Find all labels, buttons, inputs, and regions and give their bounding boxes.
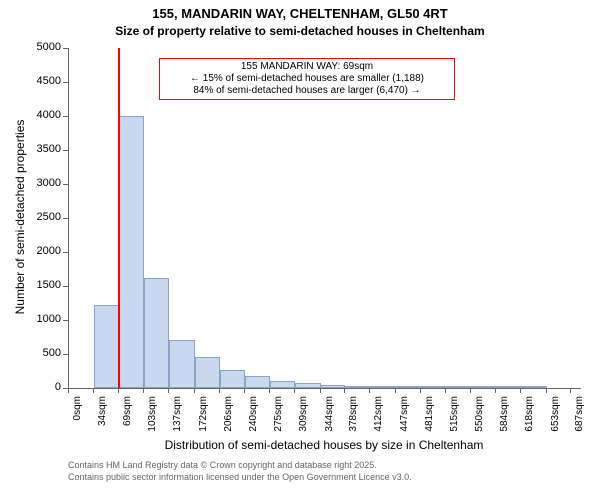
plot-area: 155 MANDARIN WAY: 69sqm ← 15% of semi-de… [68, 48, 581, 389]
annotation-line3: 84% of semi-detached houses are larger (… [166, 85, 448, 97]
x-tick-label: 515sqm [449, 396, 460, 442]
y-tick-mark [63, 354, 68, 355]
property-size-chart: 155, MANDARIN WAY, CHELTENHAM, GL50 4RT … [0, 0, 600, 500]
histogram-bar [370, 386, 396, 388]
histogram-bar [295, 383, 321, 388]
x-tick-label: 447sqm [399, 396, 410, 442]
y-tick-label: 1500 [23, 279, 61, 291]
y-tick-mark [63, 320, 68, 321]
x-tick-mark [168, 388, 169, 393]
x-tick-label: 275sqm [273, 396, 284, 442]
x-tick-mark [546, 388, 547, 393]
x-tick-mark [470, 388, 471, 393]
x-tick-label: 584sqm [499, 396, 510, 442]
annotation-box: 155 MANDARIN WAY: 69sqm ← 15% of semi-de… [159, 58, 455, 100]
histogram-bar [496, 386, 521, 388]
x-tick-label: 653sqm [550, 396, 561, 442]
x-tick-label: 481sqm [424, 396, 435, 442]
x-tick-label: 69sqm [122, 396, 133, 442]
histogram-bar [245, 376, 271, 388]
y-tick-mark [63, 116, 68, 117]
attribution-line1: Contains HM Land Registry data © Crown c… [68, 460, 412, 472]
x-tick-mark [68, 388, 69, 393]
y-tick-mark [63, 82, 68, 83]
y-tick-mark [63, 252, 68, 253]
y-tick-label: 3500 [23, 143, 61, 155]
x-tick-label: 103sqm [147, 396, 158, 442]
x-tick-label: 378sqm [348, 396, 359, 442]
x-tick-label: 687sqm [574, 396, 585, 442]
histogram-bar [270, 381, 295, 388]
y-tick-mark [63, 48, 68, 49]
x-tick-mark [495, 388, 496, 393]
histogram-bar [345, 386, 370, 388]
histogram-bar [421, 386, 446, 388]
y-tick-label: 2000 [23, 245, 61, 257]
histogram-bar [195, 357, 220, 388]
x-tick-label: 34sqm [97, 396, 108, 442]
x-tick-mark [369, 388, 370, 393]
y-tick-label: 1000 [23, 313, 61, 325]
y-tick-mark [63, 150, 68, 151]
x-tick-mark [118, 388, 119, 393]
histogram-bar [94, 305, 120, 388]
x-tick-label: 309sqm [298, 396, 309, 442]
histogram-bar [169, 340, 195, 388]
x-tick-mark [93, 388, 94, 393]
y-tick-mark [63, 218, 68, 219]
x-tick-label: 550sqm [474, 396, 485, 442]
property-marker-line [118, 48, 120, 388]
y-tick-label: 5000 [23, 41, 61, 53]
y-tick-mark [63, 184, 68, 185]
histogram-bar [446, 386, 472, 388]
x-tick-label: 618sqm [524, 396, 535, 442]
y-tick-label: 4500 [23, 75, 61, 87]
x-tick-mark [294, 388, 295, 393]
histogram-bar [144, 278, 169, 388]
histogram-bar [521, 386, 547, 388]
x-tick-label: 172sqm [198, 396, 209, 442]
y-tick-mark [63, 286, 68, 287]
y-tick-label: 0 [23, 381, 61, 393]
histogram-bar [471, 386, 496, 388]
x-tick-label: 412sqm [373, 396, 384, 442]
x-tick-mark [570, 388, 571, 393]
x-tick-label: 240sqm [248, 396, 259, 442]
x-tick-mark [269, 388, 270, 393]
x-tick-label: 0sqm [72, 396, 83, 442]
x-tick-mark [244, 388, 245, 393]
x-tick-mark [320, 388, 321, 393]
x-tick-label: 344sqm [324, 396, 335, 442]
x-tick-mark [344, 388, 345, 393]
attribution-text: Contains HM Land Registry data © Crown c… [68, 460, 412, 483]
chart-title-sub: Size of property relative to semi-detach… [0, 24, 600, 38]
y-tick-label: 2500 [23, 211, 61, 223]
x-tick-label: 137sqm [172, 396, 183, 442]
x-tick-mark [520, 388, 521, 393]
y-tick-label: 4000 [23, 109, 61, 121]
y-tick-label: 500 [23, 347, 61, 359]
x-tick-mark [143, 388, 144, 393]
histogram-bar [119, 116, 144, 388]
x-tick-label: 206sqm [223, 396, 234, 442]
x-tick-mark [420, 388, 421, 393]
x-tick-mark [445, 388, 446, 393]
histogram-bar [321, 385, 346, 388]
x-tick-mark [219, 388, 220, 393]
annotation-line1: 155 MANDARIN WAY: 69sqm [166, 61, 448, 73]
chart-title-main: 155, MANDARIN WAY, CHELTENHAM, GL50 4RT [0, 6, 600, 21]
attribution-line2: Contains public sector information licen… [68, 472, 412, 484]
histogram-bar [396, 386, 421, 388]
x-tick-mark [194, 388, 195, 393]
y-tick-label: 3000 [23, 177, 61, 189]
histogram-bar [220, 370, 245, 388]
x-tick-mark [395, 388, 396, 393]
annotation-line2: ← 15% of semi-detached houses are smalle… [166, 73, 448, 85]
